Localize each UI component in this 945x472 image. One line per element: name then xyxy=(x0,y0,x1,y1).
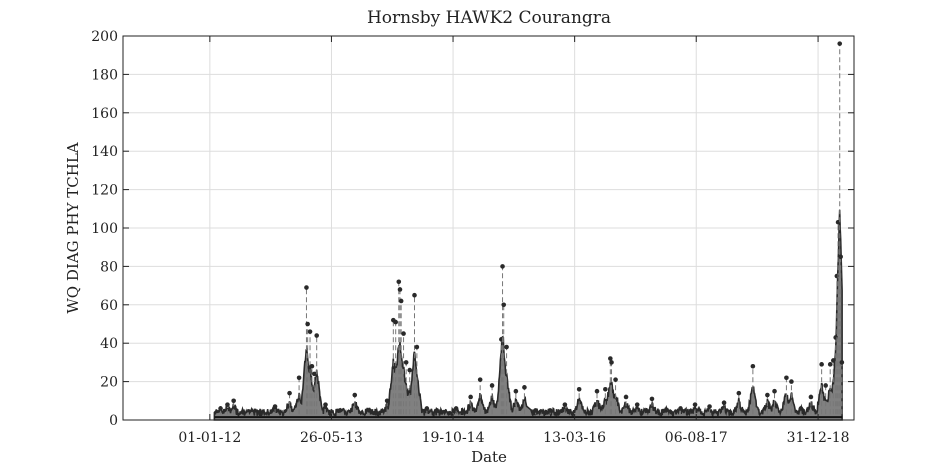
data-point xyxy=(273,404,278,409)
data-point xyxy=(548,408,553,413)
data-point xyxy=(693,402,698,407)
data-point xyxy=(840,360,845,365)
y-tick-label: 80 xyxy=(100,259,118,275)
data-point xyxy=(304,285,309,290)
data-point xyxy=(352,393,357,398)
data-point xyxy=(722,400,727,405)
grid xyxy=(123,36,854,420)
data-point xyxy=(664,408,669,413)
data-point xyxy=(533,408,538,413)
data-point xyxy=(478,377,483,382)
data-point xyxy=(500,264,505,269)
y-tick-label: 0 xyxy=(109,413,118,429)
data-point xyxy=(501,303,506,308)
data-point xyxy=(425,406,430,411)
data-point xyxy=(828,362,833,367)
x-tick-label: 13-03-16 xyxy=(543,430,606,446)
data-point xyxy=(522,385,527,390)
data-point xyxy=(635,402,640,407)
data-envelope xyxy=(214,210,842,420)
data-point xyxy=(837,41,842,46)
data-point xyxy=(819,362,824,367)
data-point xyxy=(838,254,843,259)
data-point xyxy=(609,360,614,365)
data-points xyxy=(218,41,844,416)
data-point xyxy=(404,360,409,365)
data-point xyxy=(765,393,770,398)
data-point xyxy=(241,410,246,415)
data-point xyxy=(367,408,372,413)
data-point xyxy=(809,395,814,400)
data-point xyxy=(396,279,401,284)
data-point xyxy=(603,387,608,392)
x-tick-label: 01-01-12 xyxy=(178,430,241,446)
data-point xyxy=(624,395,629,400)
y-tick-label: 40 xyxy=(100,336,118,352)
x-tick-label: 31-12-18 xyxy=(787,430,850,446)
data-point xyxy=(799,406,804,411)
data-point xyxy=(287,391,292,396)
data-point xyxy=(737,391,742,396)
data-point xyxy=(314,333,319,338)
data-point xyxy=(613,377,618,382)
data-point xyxy=(707,404,712,409)
data-point xyxy=(393,320,398,325)
data-point xyxy=(231,399,236,404)
data-point xyxy=(789,379,794,384)
y-tick-label: 200 xyxy=(91,29,118,45)
data-point xyxy=(650,397,655,402)
data-point xyxy=(312,372,317,377)
data-point xyxy=(258,412,263,417)
data-point xyxy=(399,299,404,304)
x-tick-label: 06-08-17 xyxy=(665,430,728,446)
x-axis: 01-01-12 26-05-13 19-10-14 13-03-16 06-08-17… xyxy=(178,36,849,446)
data-point xyxy=(439,410,444,415)
data-point xyxy=(218,406,223,411)
x-tick-label: 26-05-13 xyxy=(300,430,363,446)
data-point xyxy=(577,387,582,392)
data-point xyxy=(490,383,495,388)
data-point xyxy=(323,402,328,407)
data-point xyxy=(310,364,315,369)
data-point xyxy=(468,395,473,400)
data-point xyxy=(454,406,459,411)
data-point xyxy=(407,368,412,373)
data-point xyxy=(784,375,789,380)
envelope-area xyxy=(214,210,842,420)
data-point xyxy=(823,383,828,388)
data-point xyxy=(678,406,683,411)
data-point xyxy=(338,408,343,413)
data-point xyxy=(412,293,417,298)
y-tick-label: 60 xyxy=(100,298,118,314)
y-tick-label: 180 xyxy=(91,67,118,83)
data-point xyxy=(514,389,519,394)
y-tick-label: 20 xyxy=(100,375,118,391)
data-point xyxy=(385,399,390,404)
data-point xyxy=(772,389,777,394)
chart-title: Hornsby HAWK2 Courangra xyxy=(367,8,611,28)
data-point xyxy=(297,375,302,380)
data-point xyxy=(305,322,310,327)
data-point xyxy=(225,402,230,407)
data-point xyxy=(504,345,509,350)
y-tick-label: 100 xyxy=(91,221,118,237)
x-axis-label: Date xyxy=(471,448,507,466)
data-point xyxy=(831,358,836,363)
data-point xyxy=(398,287,403,292)
data-point xyxy=(401,331,406,336)
data-point xyxy=(563,402,568,407)
data-point xyxy=(308,329,313,334)
y-tick-label: 160 xyxy=(91,106,118,122)
y-axis-label: WQ DIAG PHY TCHLA xyxy=(64,142,82,313)
y-tick-label: 140 xyxy=(91,144,118,160)
y-tick-label: 120 xyxy=(91,183,118,199)
data-point xyxy=(415,345,420,350)
y-axis: 0 20 40 60 80 100 120 140 160 180 200 xyxy=(91,29,854,429)
data-point xyxy=(595,389,600,394)
x-tick-label: 19-10-14 xyxy=(422,430,485,446)
data-point xyxy=(751,364,756,369)
